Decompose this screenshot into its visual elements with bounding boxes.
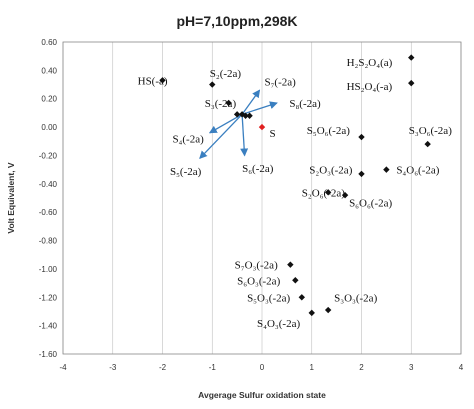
data-point-10: [358, 133, 365, 141]
point-label: S₆O₃(-2a): [237, 275, 280, 287]
point-label: S₄O₃(-2a): [257, 318, 300, 330]
data-point-12: [358, 170, 365, 178]
x-tick-label: -2: [159, 363, 167, 372]
point-label: S₂O₃(-2a): [309, 165, 352, 177]
x-tick-label: 2: [359, 363, 364, 372]
data-point-17: [292, 277, 299, 284]
x-tick-label: -1: [209, 363, 217, 372]
y-tick-label: -0.40: [39, 180, 58, 189]
data-point-13: [383, 166, 390, 173]
chart-title: pH=7,10ppm,298K: [177, 13, 298, 29]
data-point-11: [424, 140, 431, 148]
arrow-3: [199, 113, 243, 160]
y-tick-label: 0.00: [41, 123, 57, 132]
point-label: S₅(-2a): [170, 166, 202, 178]
plot-frame: [62, 41, 462, 355]
point-label: S₅O₆(-2a): [307, 125, 350, 137]
point-label: HS(-a): [138, 75, 168, 87]
y-tick-label: 0.60: [41, 38, 57, 47]
point-label: S₂O₆(-2a): [302, 187, 345, 199]
y-tick-label: 0.40: [41, 66, 57, 75]
point-label: S₆(-2a): [242, 163, 274, 175]
point-label: S₇O₃(-2a): [235, 260, 278, 272]
y-tick-label: -1.00: [39, 265, 58, 274]
point-labels: HS(-a) S₂(-2a) S₃(-2a) S₇(-2a) S₈(-2a) S₄(-2a…: [138, 57, 453, 330]
data-point-18: [298, 294, 305, 301]
y-tick-label: -1.60: [39, 350, 58, 359]
data-point-5: [242, 112, 249, 119]
x-tick-label: -3: [109, 363, 117, 372]
x-axis-label: Avgerage Sulfur oxidation state: [198, 390, 326, 400]
y-tick-labels: 0.60 0.40 0.20 0.00 -0.20 -0.40 -0.60 -0.80 -1.0…: [39, 38, 58, 359]
point-label: S₇(-2a): [264, 77, 296, 89]
y-axis-label: Volt Equivalent, V: [6, 162, 16, 233]
data-point-1: [209, 81, 216, 88]
data-point-2: [225, 99, 232, 107]
arrow-4: [240, 114, 249, 157]
data-point-19: [308, 309, 315, 317]
data-points: [159, 54, 431, 317]
point-label: S₃O₆(-2a): [409, 125, 452, 137]
y-tick-label: -1.40: [39, 322, 58, 331]
y-tick-label: -0.60: [39, 208, 58, 217]
arrow-1: [241, 101, 278, 115]
x-tick-label: 1: [310, 363, 315, 372]
data-point-15: [341, 191, 349, 199]
point-label: S₄O₆(-2a): [396, 165, 439, 177]
y-tick-label: -0.80: [39, 237, 58, 246]
data-point-6: [246, 112, 253, 119]
data-point-16: [287, 261, 294, 268]
x-tick-label: 3: [409, 363, 414, 372]
x-tick-label: 0: [260, 363, 265, 372]
x-tick-label: -4: [59, 363, 67, 372]
data-point-9: [408, 79, 415, 87]
data-point-20: [324, 306, 332, 314]
grid-layer: [62, 42, 462, 354]
point-label: S: [269, 128, 275, 140]
point-label: S₆O₆(-2a): [349, 197, 392, 209]
y-tick-label: -1.20: [39, 293, 58, 302]
point-label: HS₂O₄(-a): [347, 81, 393, 93]
data-point-8: [408, 54, 415, 61]
arrow-layer: [199, 89, 278, 160]
arrow-2: [208, 113, 243, 134]
data-point-14: [324, 189, 332, 196]
point-label: S₅O₃(-2a): [247, 292, 290, 304]
y-tick-label: 0.20: [41, 95, 57, 104]
y-tick-label: -0.20: [39, 151, 58, 160]
x-tick-labels: -4 -3 -2 -1 0 1 2 3 4: [59, 363, 463, 372]
point-label: S₂(-2a): [210, 68, 242, 80]
data-point-7: [258, 123, 266, 131]
data-point-0: [159, 77, 166, 84]
point-label: H₂S₂O₄(a): [347, 57, 393, 69]
point-label: S₃(-2a): [205, 98, 237, 110]
data-point-3: [233, 111, 241, 118]
x-tick-label: 4: [459, 363, 464, 372]
arrow-0: [241, 89, 261, 115]
point-label: S₈(-2a): [289, 98, 321, 110]
point-label: S₄(-2a): [172, 133, 204, 145]
point-label: S₃O₃(-2a): [334, 292, 377, 304]
